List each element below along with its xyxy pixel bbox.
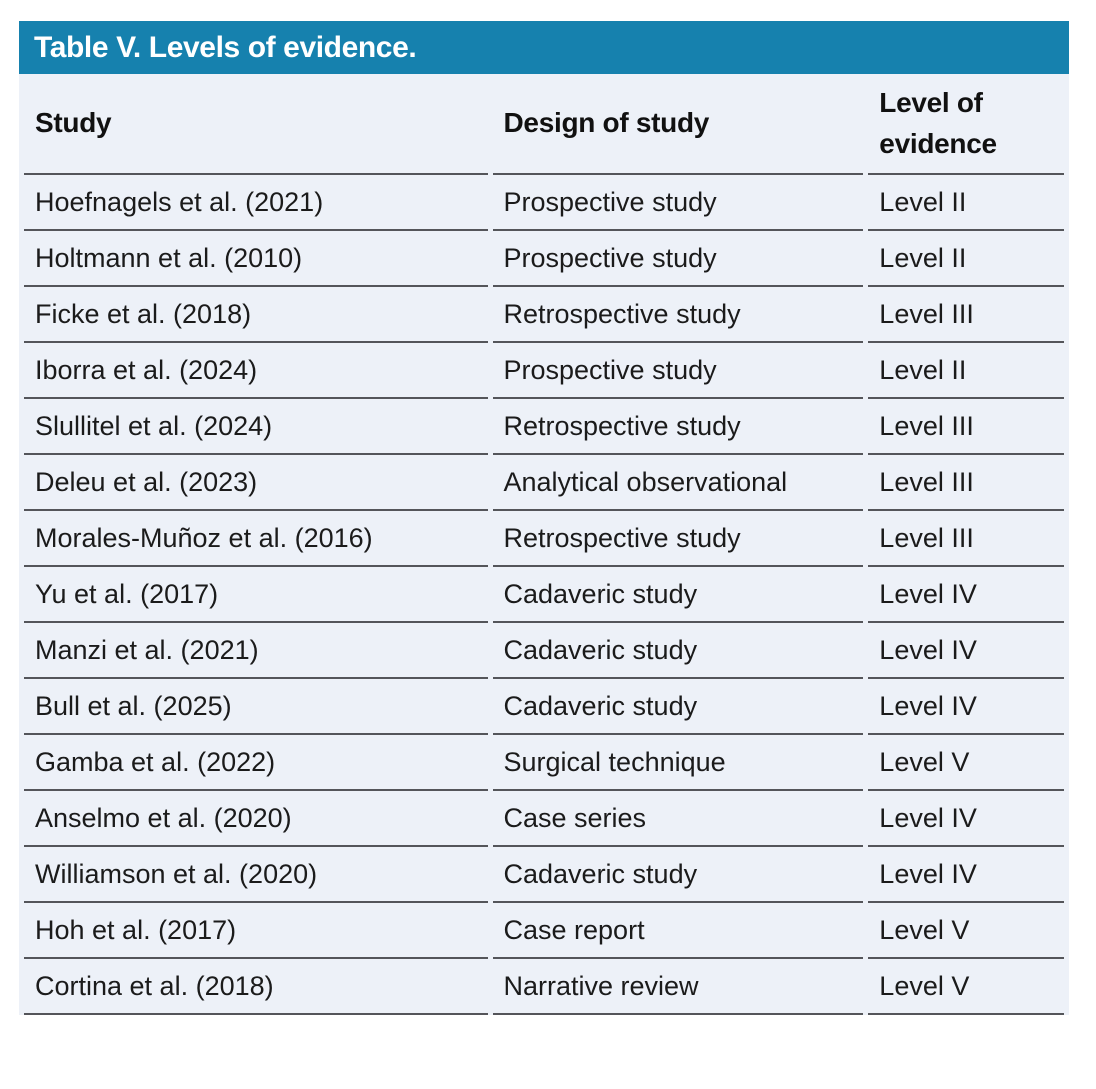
design-cell: Prospective study (492, 343, 864, 399)
level-cell: Level IV (868, 623, 1064, 679)
table-title-bar: Table V. Levels of evidence. (19, 21, 1069, 74)
level-cell: Level IV (868, 791, 1064, 847)
level-cell: Level III (868, 455, 1064, 511)
study-cell: Slullitel et al. (2024) (24, 399, 488, 455)
design-cell: Retrospective study (492, 287, 864, 343)
study-cell: Iborra et al. (2024) (24, 343, 488, 399)
level-cell: Level V (868, 903, 1064, 959)
table-row: Williamson et al. (2020) Cadaveric study… (24, 847, 1064, 903)
table-row: Anselmo et al. (2020) Case series Level … (24, 791, 1064, 847)
level-cell: Level III (868, 287, 1064, 343)
header-row: Study Design of study Level of evidence (24, 74, 1064, 175)
level-cell: Level IV (868, 679, 1064, 735)
table-row: Cortina et al. (2018) Narrative review L… (24, 959, 1064, 1015)
level-cell: Level II (868, 343, 1064, 399)
design-cell: Cadaveric study (492, 679, 864, 735)
table-body: Hoefnagels et al. (2021) Prospective stu… (24, 175, 1064, 1015)
design-cell: Retrospective study (492, 399, 864, 455)
table-row: Slullitel et al. (2024) Retrospective st… (24, 399, 1064, 455)
level-cell: Level IV (868, 567, 1064, 623)
column-header-design: Design of study (492, 74, 864, 175)
study-cell: Hoefnagels et al. (2021) (24, 175, 488, 231)
design-cell: Cadaveric study (492, 567, 864, 623)
table-row: Manzi et al. (2021) Cadaveric study Leve… (24, 623, 1064, 679)
study-cell: Yu et al. (2017) (24, 567, 488, 623)
table-row: Hoefnagels et al. (2021) Prospective stu… (24, 175, 1064, 231)
table-row: Holtmann et al. (2010) Prospective study… (24, 231, 1064, 287)
design-cell: Case report (492, 903, 864, 959)
table-row: Hoh et al. (2017) Case report Level V (24, 903, 1064, 959)
design-cell: Narrative review (492, 959, 864, 1015)
study-cell: Holtmann et al. (2010) (24, 231, 488, 287)
level-cell: Level II (868, 231, 1064, 287)
table-row: Bull et al. (2025) Cadaveric study Level… (24, 679, 1064, 735)
study-cell: Cortina et al. (2018) (24, 959, 488, 1015)
column-header-level: Level of evidence (868, 74, 1064, 175)
study-cell: Williamson et al. (2020) (24, 847, 488, 903)
design-cell: Retrospective study (492, 511, 864, 567)
table-row: Morales-Muñoz et al. (2016) Retrospectiv… (24, 511, 1064, 567)
level-cell: Level V (868, 735, 1064, 791)
evidence-table: Study Design of study Level of evidence … (19, 74, 1069, 1015)
table-row: Iborra et al. (2024) Prospective study L… (24, 343, 1064, 399)
design-cell: Cadaveric study (492, 847, 864, 903)
design-cell: Prospective study (492, 231, 864, 287)
level-cell: Level II (868, 175, 1064, 231)
design-cell: Surgical technique (492, 735, 864, 791)
table-row: Ficke et al. (2018) Retrospective study … (24, 287, 1064, 343)
table-title: Table V. Levels of evidence. (34, 30, 417, 64)
design-cell: Cadaveric study (492, 623, 864, 679)
level-cell: Level III (868, 399, 1064, 455)
study-cell: Morales-Muñoz et al. (2016) (24, 511, 488, 567)
study-cell: Anselmo et al. (2020) (24, 791, 488, 847)
study-cell: Bull et al. (2025) (24, 679, 488, 735)
study-cell: Deleu et al. (2023) (24, 455, 488, 511)
level-cell: Level V (868, 959, 1064, 1015)
design-cell: Case series (492, 791, 864, 847)
column-header-study: Study (24, 74, 488, 175)
levels-of-evidence-table: Table V. Levels of evidence. Study Desig… (19, 21, 1069, 1015)
level-cell: Level IV (868, 847, 1064, 903)
study-cell: Gamba et al. (2022) (24, 735, 488, 791)
table-row: Yu et al. (2017) Cadaveric study Level I… (24, 567, 1064, 623)
study-cell: Manzi et al. (2021) (24, 623, 488, 679)
table-row: Deleu et al. (2023) Analytical observati… (24, 455, 1064, 511)
table-row: Gamba et al. (2022) Surgical technique L… (24, 735, 1064, 791)
study-cell: Ficke et al. (2018) (24, 287, 488, 343)
study-cell: Hoh et al. (2017) (24, 903, 488, 959)
design-cell: Prospective study (492, 175, 864, 231)
design-cell: Analytical observational (492, 455, 864, 511)
level-cell: Level III (868, 511, 1064, 567)
